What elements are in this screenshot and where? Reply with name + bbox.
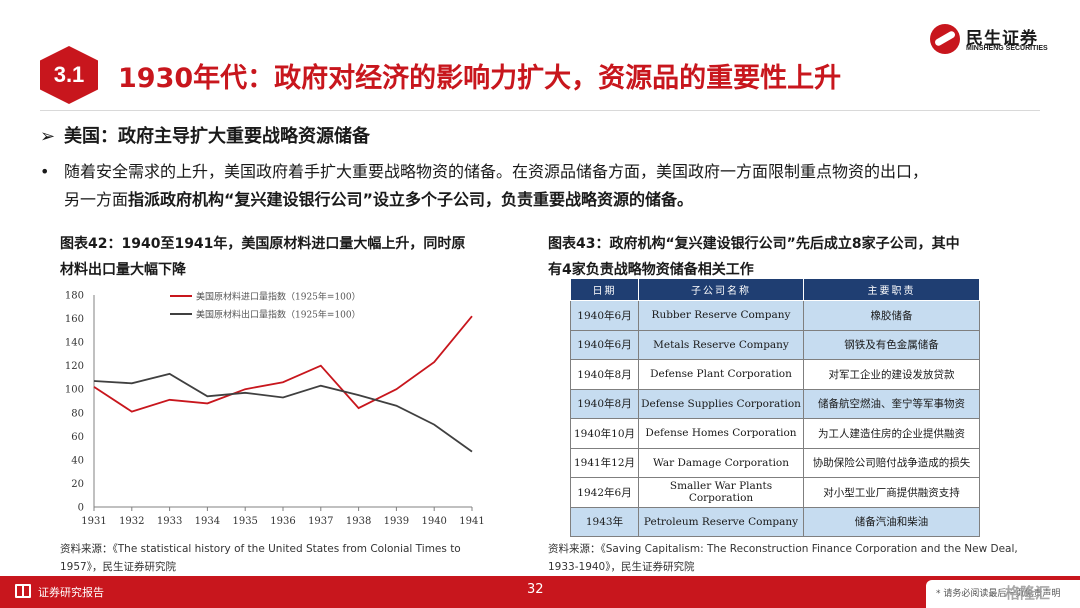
cell-duty: 储备航空燃油、奎宁等军事物资 xyxy=(803,388,980,419)
brand-logo: 民生证券 MINSHENG SECURITIES xyxy=(930,22,1050,58)
fig42-source-line-2: 1957》，民生证券研究院 xyxy=(60,561,176,573)
table-row: 1940年6月 Metals Reserve Company 钢铁及有色金属储备 xyxy=(570,329,980,360)
x-tick-label: 1933 xyxy=(157,516,182,527)
bullet-dot-icon: • xyxy=(40,162,50,181)
x-tick-label: 1940 xyxy=(421,516,446,527)
table-row: 1940年8月 Defense Plant Corporation 对军工企业的建设… xyxy=(570,359,980,390)
cell-duty: 钢铁及有色金属储备 xyxy=(803,329,980,360)
y-tick-label: 100 xyxy=(65,385,84,396)
title-divider xyxy=(40,110,1040,111)
import-export-line-chart: 0 20 40 60 80 100 120 140 160 180 1931 1932 1933 1934… xyxy=(65,291,485,528)
fig43-source: 资料来源：《Saving Capitalism: The Reconstruct… xyxy=(548,540,1028,576)
bullet-line-2: 另一方面指派政府机构“复兴建设银行公司”设立多个子公司，负责重要战略资源的储备。 xyxy=(64,186,693,214)
cell-company: Smaller War Plants Corporation xyxy=(638,477,804,508)
x-tick-label: 1934 xyxy=(195,516,220,527)
y-tick-label: 20 xyxy=(71,479,84,490)
legend-label-0: 美国原材料进口量指数（1925年=100） xyxy=(196,291,361,303)
page-number: 32 xyxy=(527,582,544,597)
table-row: 1941年12月 War Damage Corporation 协助保险公司赔付战争… xyxy=(570,447,980,478)
fig43-title-line-1: 图表43：政府机构“复兴建设银行公司”先后成立8家子公司，其中 xyxy=(548,236,960,252)
cell-company: Rubber Reserve Company xyxy=(638,300,804,331)
fig42-title-line-1: 图表42：1940至1941年，美国原材料进口量大幅上升，同时原 xyxy=(60,236,466,252)
x-tick-label: 1937 xyxy=(308,516,333,527)
y-tick-label: 80 xyxy=(71,408,84,419)
series-line-0 xyxy=(93,315,473,413)
table-header-duty: 主要职责 xyxy=(803,278,980,301)
cell-duty: 协助保险公司赔付战争造成的损失 xyxy=(803,447,980,478)
subheading-text: 美国：政府主导扩大重要战略资源储备 xyxy=(64,126,370,147)
table-row: 1940年8月 Defense Supplies Corporation 储备航空燃… xyxy=(570,388,980,419)
table-row: 1940年6月 Rubber Reserve Company 橡胶储备 xyxy=(570,300,980,331)
footer-bar: 证券研究报告 32 * 请务必阅读最后一页免责声明 格隆汇 xyxy=(0,576,1080,608)
x-tick-label: 1931 xyxy=(81,516,106,527)
brand-logo-icon xyxy=(930,24,960,54)
y-tick-label: 140 xyxy=(65,338,84,349)
arrow-bullet-icon: ➢ xyxy=(40,126,56,147)
fig43-source-line-1: 资料来源：《Saving Capitalism: The Reconstruct… xyxy=(548,543,1018,555)
fig42-source-line-1: 资料来源：《The statistical history of the Uni… xyxy=(60,543,461,555)
cell-date: 1940年8月 xyxy=(570,388,639,419)
y-tick-label: 180 xyxy=(65,291,84,302)
section-number: 3.1 xyxy=(53,62,85,87)
table-header-row: 日期 子公司名称 主要职责 xyxy=(570,278,980,301)
fig42-title-line-2: 材料出口量大幅下降 xyxy=(60,262,186,278)
cell-company: Metals Reserve Company xyxy=(638,329,804,360)
disclaimer-text: * 请务必阅读最后一页免责声明 xyxy=(936,589,1061,599)
cell-date: 1940年10月 xyxy=(570,418,639,449)
cell-date: 1940年6月 xyxy=(570,300,639,331)
watermark: 格隆汇 xyxy=(1005,584,1051,602)
y-tick-label: 160 xyxy=(65,314,84,325)
brand-name-cn: 民生证券 xyxy=(966,29,1038,49)
x-tick-label: 1939 xyxy=(384,516,409,527)
x-tick-label: 1932 xyxy=(119,516,144,527)
cell-date: 1940年6月 xyxy=(570,329,639,360)
cell-date: 1940年8月 xyxy=(570,359,639,390)
bullet-line-2-bold: 指派政府机构“复兴建设银行公司”设立多个子公司，负责重要战略资源的储备。 xyxy=(128,190,694,209)
fig43-source-line-2: 1933-1940》，民生证券研究院 xyxy=(548,561,695,573)
page-title: 1930年代：政府对经济的影响力扩大，资源品的重要性上升 xyxy=(118,63,842,94)
cell-date: 1942年6月 xyxy=(570,477,639,508)
y-tick-label: 60 xyxy=(71,432,84,443)
series-line-1 xyxy=(93,372,473,453)
brand-name-en: MINSHENG SECURITIES xyxy=(966,45,1048,52)
fig42-title: 图表42：1940至1941年，美国原材料进口量大幅上升，同时原 材料出口量大幅… xyxy=(60,231,465,283)
fig42-source: 资料来源：《The statistical history of the Uni… xyxy=(60,540,500,576)
subsidiaries-table: 日期 子公司名称 主要职责 1940年6月 Rubber Reserve Comp… xyxy=(570,278,980,537)
bullet-line-1: 随着安全需求的上升，美国政府着手扩大重要战略物资的储备。在资源品储备方面，美国政… xyxy=(64,162,929,181)
table-row: 1940年10月 Defense Homes Corporation 为工人建造住房… xyxy=(570,418,980,449)
table-row: 1943年 Petroleum Reserve Company 储备汽油和柴油 xyxy=(570,506,980,537)
section-number-badge: 3.1 xyxy=(40,46,98,104)
cell-duty: 储备汽油和柴油 xyxy=(803,506,980,537)
table-row: 1942年6月 Smaller War Plants Corporation 对小型… xyxy=(570,477,980,508)
bullet-line-2-plain: 另一方面 xyxy=(64,190,129,209)
y-tick-label: 40 xyxy=(71,455,84,466)
legend-label-1: 美国原材料出口量指数（1925年=100） xyxy=(196,309,361,321)
cell-company: Petroleum Reserve Company xyxy=(638,506,804,537)
table-header-date: 日期 xyxy=(570,278,639,301)
x-tick-label: 1935 xyxy=(232,516,257,527)
x-tick-label: 1941 xyxy=(459,516,484,527)
x-tick-label: 1936 xyxy=(270,516,295,527)
cell-date: 1943年 xyxy=(570,506,639,537)
y-tick-label: 120 xyxy=(65,361,84,372)
cell-company: Defense Plant Corporation xyxy=(638,359,804,390)
subheading: ➢ 美国：政府主导扩大重要战略资源储备 xyxy=(40,122,370,148)
cell-company: Defense Supplies Corporation xyxy=(638,388,804,419)
cell-company: Defense Homes Corporation xyxy=(638,418,804,449)
book-icon xyxy=(15,584,31,598)
cell-date: 1941年12月 xyxy=(570,447,639,478)
fig43-title-line-2: 有4家负责战略物资储备相关工作 xyxy=(548,262,754,278)
cell-duty: 对小型工业厂商提供融资支持 xyxy=(803,477,980,508)
cell-duty: 对军工企业的建设发放贷款 xyxy=(803,359,980,390)
cell-duty: 橡胶储备 xyxy=(803,300,980,331)
y-tick-label: 0 xyxy=(78,503,84,514)
table-header-company: 子公司名称 xyxy=(638,278,804,301)
cell-duty: 为工人建造住房的企业提供融资 xyxy=(803,418,980,449)
fig43-title: 图表43：政府机构“复兴建设银行公司”先后成立8家子公司，其中 有4家负责战略物… xyxy=(548,231,960,283)
x-tick-label: 1938 xyxy=(346,516,371,527)
footer-label: 证券研究报告 xyxy=(38,586,104,599)
disclaimer-panel xyxy=(926,580,1080,608)
cell-company: War Damage Corporation xyxy=(638,447,804,478)
